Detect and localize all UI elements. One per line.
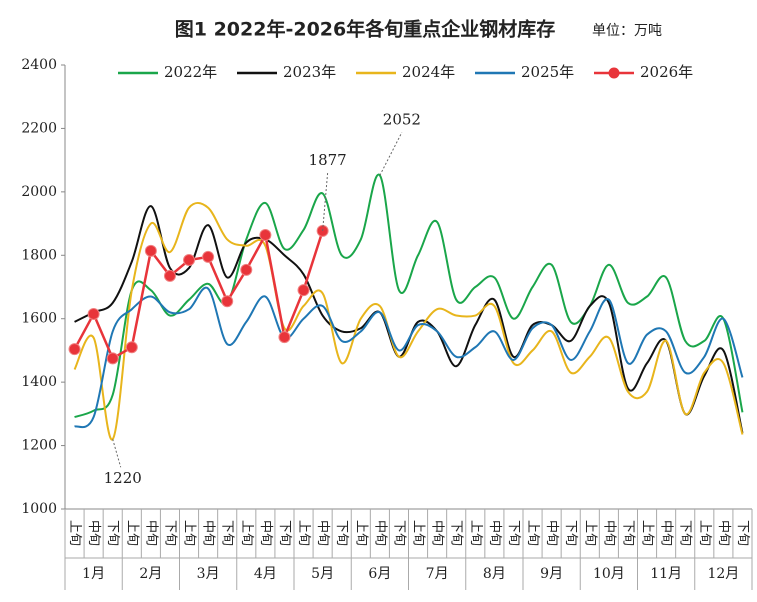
x-tick-label: 中旬 bbox=[86, 520, 101, 546]
annotation-leader bbox=[112, 439, 122, 468]
group-label: 10月 bbox=[593, 566, 625, 582]
annotation: 1220 bbox=[104, 469, 142, 487]
x-tick-label: 上旬 bbox=[124, 520, 139, 546]
x-tick-label: 上旬 bbox=[296, 520, 311, 546]
group-label: 9月 bbox=[540, 566, 563, 582]
series-line bbox=[74, 173, 744, 418]
x-tick-label: 上旬 bbox=[582, 520, 597, 546]
annotation: 1877 bbox=[309, 151, 347, 169]
point bbox=[125, 341, 138, 354]
point bbox=[163, 269, 176, 282]
series-line bbox=[73, 201, 744, 441]
x-tick-label: 上旬 bbox=[468, 520, 483, 546]
x-tick-label: 下旬 bbox=[506, 520, 521, 546]
x-tick-label: 中旬 bbox=[315, 520, 330, 546]
x-tick-label: 下旬 bbox=[678, 520, 693, 546]
annotation: 2052 bbox=[383, 110, 421, 128]
x-tick-label: 中旬 bbox=[601, 520, 616, 546]
x-tick-label: 中旬 bbox=[716, 520, 731, 546]
group-label: 11月 bbox=[650, 566, 682, 582]
x-tick-label: 下旬 bbox=[220, 520, 235, 546]
point bbox=[106, 352, 119, 365]
point bbox=[183, 254, 196, 267]
x-tick-label: 上旬 bbox=[239, 520, 254, 546]
x-tick-label: 上旬 bbox=[525, 520, 540, 546]
x-tick-label: 中旬 bbox=[544, 520, 559, 546]
point bbox=[202, 250, 215, 263]
x-tick-label: 下旬 bbox=[162, 520, 177, 546]
y-tick-label: 2400 bbox=[21, 57, 57, 73]
x-tick-label: 上旬 bbox=[182, 520, 197, 546]
legend-label: 2024年 bbox=[402, 63, 455, 81]
legend-label: 2025年 bbox=[521, 63, 574, 81]
x-tick-label: 下旬 bbox=[277, 520, 292, 546]
group-label: 5月 bbox=[311, 566, 334, 582]
x-tick-label: 上旬 bbox=[411, 520, 426, 546]
y-tick-label: 2000 bbox=[21, 184, 57, 200]
x-tick-label: 中旬 bbox=[258, 520, 273, 546]
x-tick-label: 上旬 bbox=[353, 520, 368, 546]
x-tick-label: 中旬 bbox=[143, 520, 158, 546]
x-tick-label: 下旬 bbox=[563, 520, 578, 546]
group-label: 6月 bbox=[368, 566, 391, 582]
legend-marker bbox=[608, 67, 620, 79]
group-label: 2月 bbox=[139, 566, 162, 582]
point bbox=[278, 331, 291, 344]
x-tick-label: 上旬 bbox=[697, 520, 712, 546]
legend-label: 2023年 bbox=[283, 63, 336, 81]
x-tick-label: 下旬 bbox=[391, 520, 406, 546]
legend-label: 2022年 bbox=[164, 63, 217, 81]
legend-label: 2026年 bbox=[640, 63, 693, 81]
x-tick-label: 中旬 bbox=[372, 520, 387, 546]
group-label: 4月 bbox=[254, 566, 277, 582]
x-tick-label: 下旬 bbox=[334, 520, 349, 546]
point bbox=[221, 295, 234, 308]
group-label: 8月 bbox=[483, 566, 506, 582]
point bbox=[68, 343, 81, 356]
x-tick-label: 中旬 bbox=[659, 520, 674, 546]
y-tick-label: 1400 bbox=[21, 374, 57, 390]
group-label: 12月 bbox=[707, 566, 739, 582]
x-tick-label: 上旬 bbox=[640, 520, 655, 546]
x-tick-label: 下旬 bbox=[620, 520, 635, 546]
point bbox=[259, 228, 272, 241]
unit-label: 单位：万吨 bbox=[592, 23, 662, 39]
x-tick-label: 中旬 bbox=[430, 520, 445, 546]
group-label: 1月 bbox=[82, 566, 105, 582]
y-tick-label: 2200 bbox=[21, 120, 57, 136]
annotation-leader bbox=[322, 172, 329, 231]
y-tick-label: 1000 bbox=[21, 501, 57, 517]
y-tick-label: 1600 bbox=[21, 311, 57, 327]
group-label: 3月 bbox=[197, 566, 220, 582]
series-line bbox=[74, 205, 744, 434]
x-tick-label: 上旬 bbox=[67, 520, 82, 546]
series-line bbox=[74, 286, 744, 429]
y-tick-label: 1800 bbox=[21, 247, 57, 263]
annotation-leader bbox=[379, 132, 403, 176]
x-tick-label: 中旬 bbox=[201, 520, 216, 546]
x-tick-label: 下旬 bbox=[735, 520, 750, 546]
x-tick-label: 下旬 bbox=[449, 520, 464, 546]
point bbox=[144, 244, 157, 257]
point bbox=[297, 284, 310, 297]
y-tick-label: 1200 bbox=[21, 438, 57, 454]
group-label: 7月 bbox=[426, 566, 449, 582]
point bbox=[240, 263, 253, 276]
point bbox=[87, 307, 100, 320]
x-tick-label: 中旬 bbox=[487, 520, 502, 546]
chart-title: 图1 2022年-2026年各旬重点企业钢材库存 bbox=[175, 18, 555, 41]
x-tick-label: 下旬 bbox=[105, 520, 120, 546]
